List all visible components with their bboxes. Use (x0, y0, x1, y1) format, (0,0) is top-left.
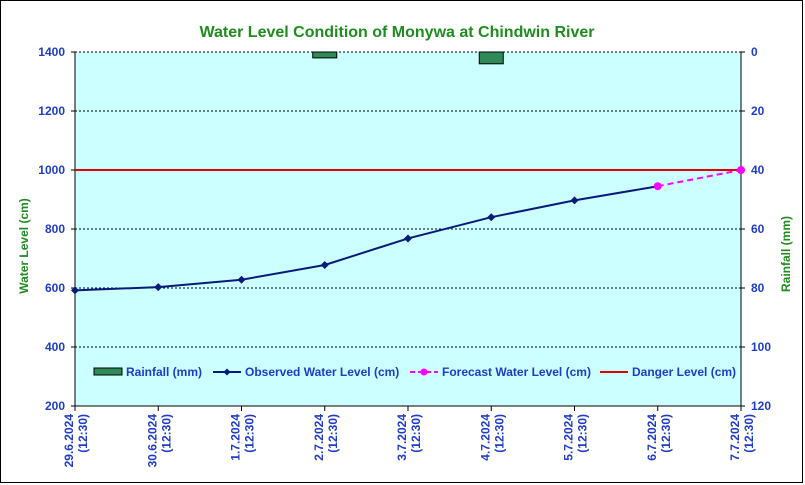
y-axis-label: Water Level (cm) (17, 198, 31, 294)
y-tick-label: 600 (45, 281, 65, 295)
chart-title: Water Level Condition of Monywa at Chind… (200, 24, 595, 41)
y-tick-label: 1000 (38, 163, 65, 177)
y2-tick-label: 40 (751, 163, 765, 177)
y2-tick-label: 20 (751, 104, 765, 118)
rainfall-bar (312, 51, 338, 59)
y2-tick-label: 120 (751, 399, 771, 413)
legend-marker-forecast (420, 368, 428, 376)
y-tick-label: 800 (45, 222, 65, 236)
y2-tick-label: 60 (751, 222, 765, 236)
observed-point (570, 196, 579, 205)
observed-point (320, 260, 329, 269)
observed-point (71, 286, 79, 295)
y2-axis-label: Rainfall (mm) (779, 216, 793, 292)
forecast-point (653, 182, 662, 191)
y2-tick-label: 80 (751, 281, 765, 295)
x-tick-label: 30.6.2024 (145, 414, 159, 468)
legend-label: Danger Level (cm) (632, 365, 736, 379)
legend-marker-observed (223, 368, 231, 376)
y-tick-label: 400 (45, 340, 65, 354)
legend-label: Rainfall (mm) (126, 365, 202, 379)
x-tick-label: 2.7.2024 (312, 414, 326, 461)
rainfall-bar (478, 51, 504, 65)
forecast-point (737, 166, 745, 174)
x-tick-label: 5.7.2024 (562, 414, 576, 461)
y2-tick-label: 0 (751, 45, 758, 59)
legend-label: Observed Water Level (cm) (245, 365, 399, 379)
y-tick-label: 200 (45, 399, 65, 413)
y-tick-label: 1200 (38, 104, 65, 118)
x-tick-label-time: (12:30) (76, 414, 90, 453)
observed-water-level-line (74, 185, 658, 292)
observed-point (404, 234, 412, 243)
x-tick-label: 6.7.2024 (645, 414, 659, 461)
x-tick-label: 4.7.2024 (478, 414, 492, 461)
y-tick-label: 1400 (38, 45, 65, 59)
forecast-water-level-line (657, 169, 742, 188)
legend-swatch-rainfall (93, 367, 123, 376)
x-tick-label-time: (12:30) (243, 414, 257, 453)
x-tick-label: 3.7.2024 (395, 414, 409, 461)
legend: Rainfall (mm) Observed Water Level (cm) Fo… (93, 365, 736, 379)
observed-point (154, 283, 163, 292)
x-tick-label-time: (12:30) (576, 414, 590, 453)
x-tick-label-time: (12:30) (742, 414, 756, 453)
x-tick-label-time: (12:30) (159, 414, 173, 453)
observed-point (237, 275, 246, 284)
x-tick-label: 7.7.2024 (728, 414, 742, 461)
plot-area (71, 51, 745, 411)
x-tick-label-time: (12:30) (409, 414, 423, 453)
x-tick-label: 29.6.2024 (62, 414, 76, 468)
legend-label: Forecast Water Level (cm) (442, 365, 591, 379)
y2-tick-label: 100 (751, 340, 771, 354)
observed-point (487, 213, 496, 222)
x-tick-label-time: (12:30) (492, 414, 506, 453)
x-tick-label: 1.7.2024 (229, 414, 243, 461)
x-tick-label-time: (12:30) (659, 414, 673, 453)
x-tick-label-time: (12:30) (326, 414, 340, 453)
